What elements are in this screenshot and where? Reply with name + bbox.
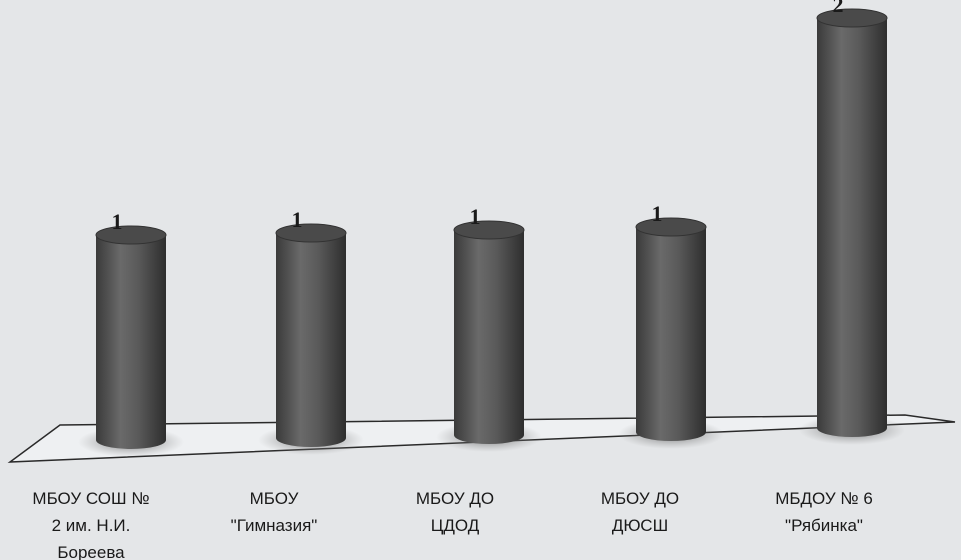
bar-cylinder [817, 18, 887, 437]
bar-cylinder [636, 227, 706, 441]
data-label: 1 [112, 209, 123, 234]
category-label: МБОУ ДО ЦДОД [416, 489, 494, 535]
data-label: 1 [652, 201, 663, 226]
category-label: МБОУ "Гимназия" [231, 489, 318, 535]
bar-cylinder-top [453, 220, 525, 240]
bar-cylinder-top [635, 217, 707, 237]
bar-cylinder-top [275, 223, 347, 243]
bar-cylinder-top [816, 8, 888, 28]
bar-cylinder [276, 233, 346, 447]
category-label: МБОУ ДО ДЮСШ [601, 489, 679, 535]
data-label: 2 [833, 0, 844, 17]
category-label: МБДОУ № 6 "Рябинка" [775, 489, 873, 535]
data-label: 1 [292, 207, 303, 232]
bar-cylinder [454, 230, 524, 444]
bar-cylinder-top [95, 225, 167, 245]
data-label: 1 [470, 204, 481, 229]
category-label: МБОУ СОШ № 2 им. Н.И. Бореева [32, 489, 149, 560]
bar-cylinder [96, 235, 166, 449]
